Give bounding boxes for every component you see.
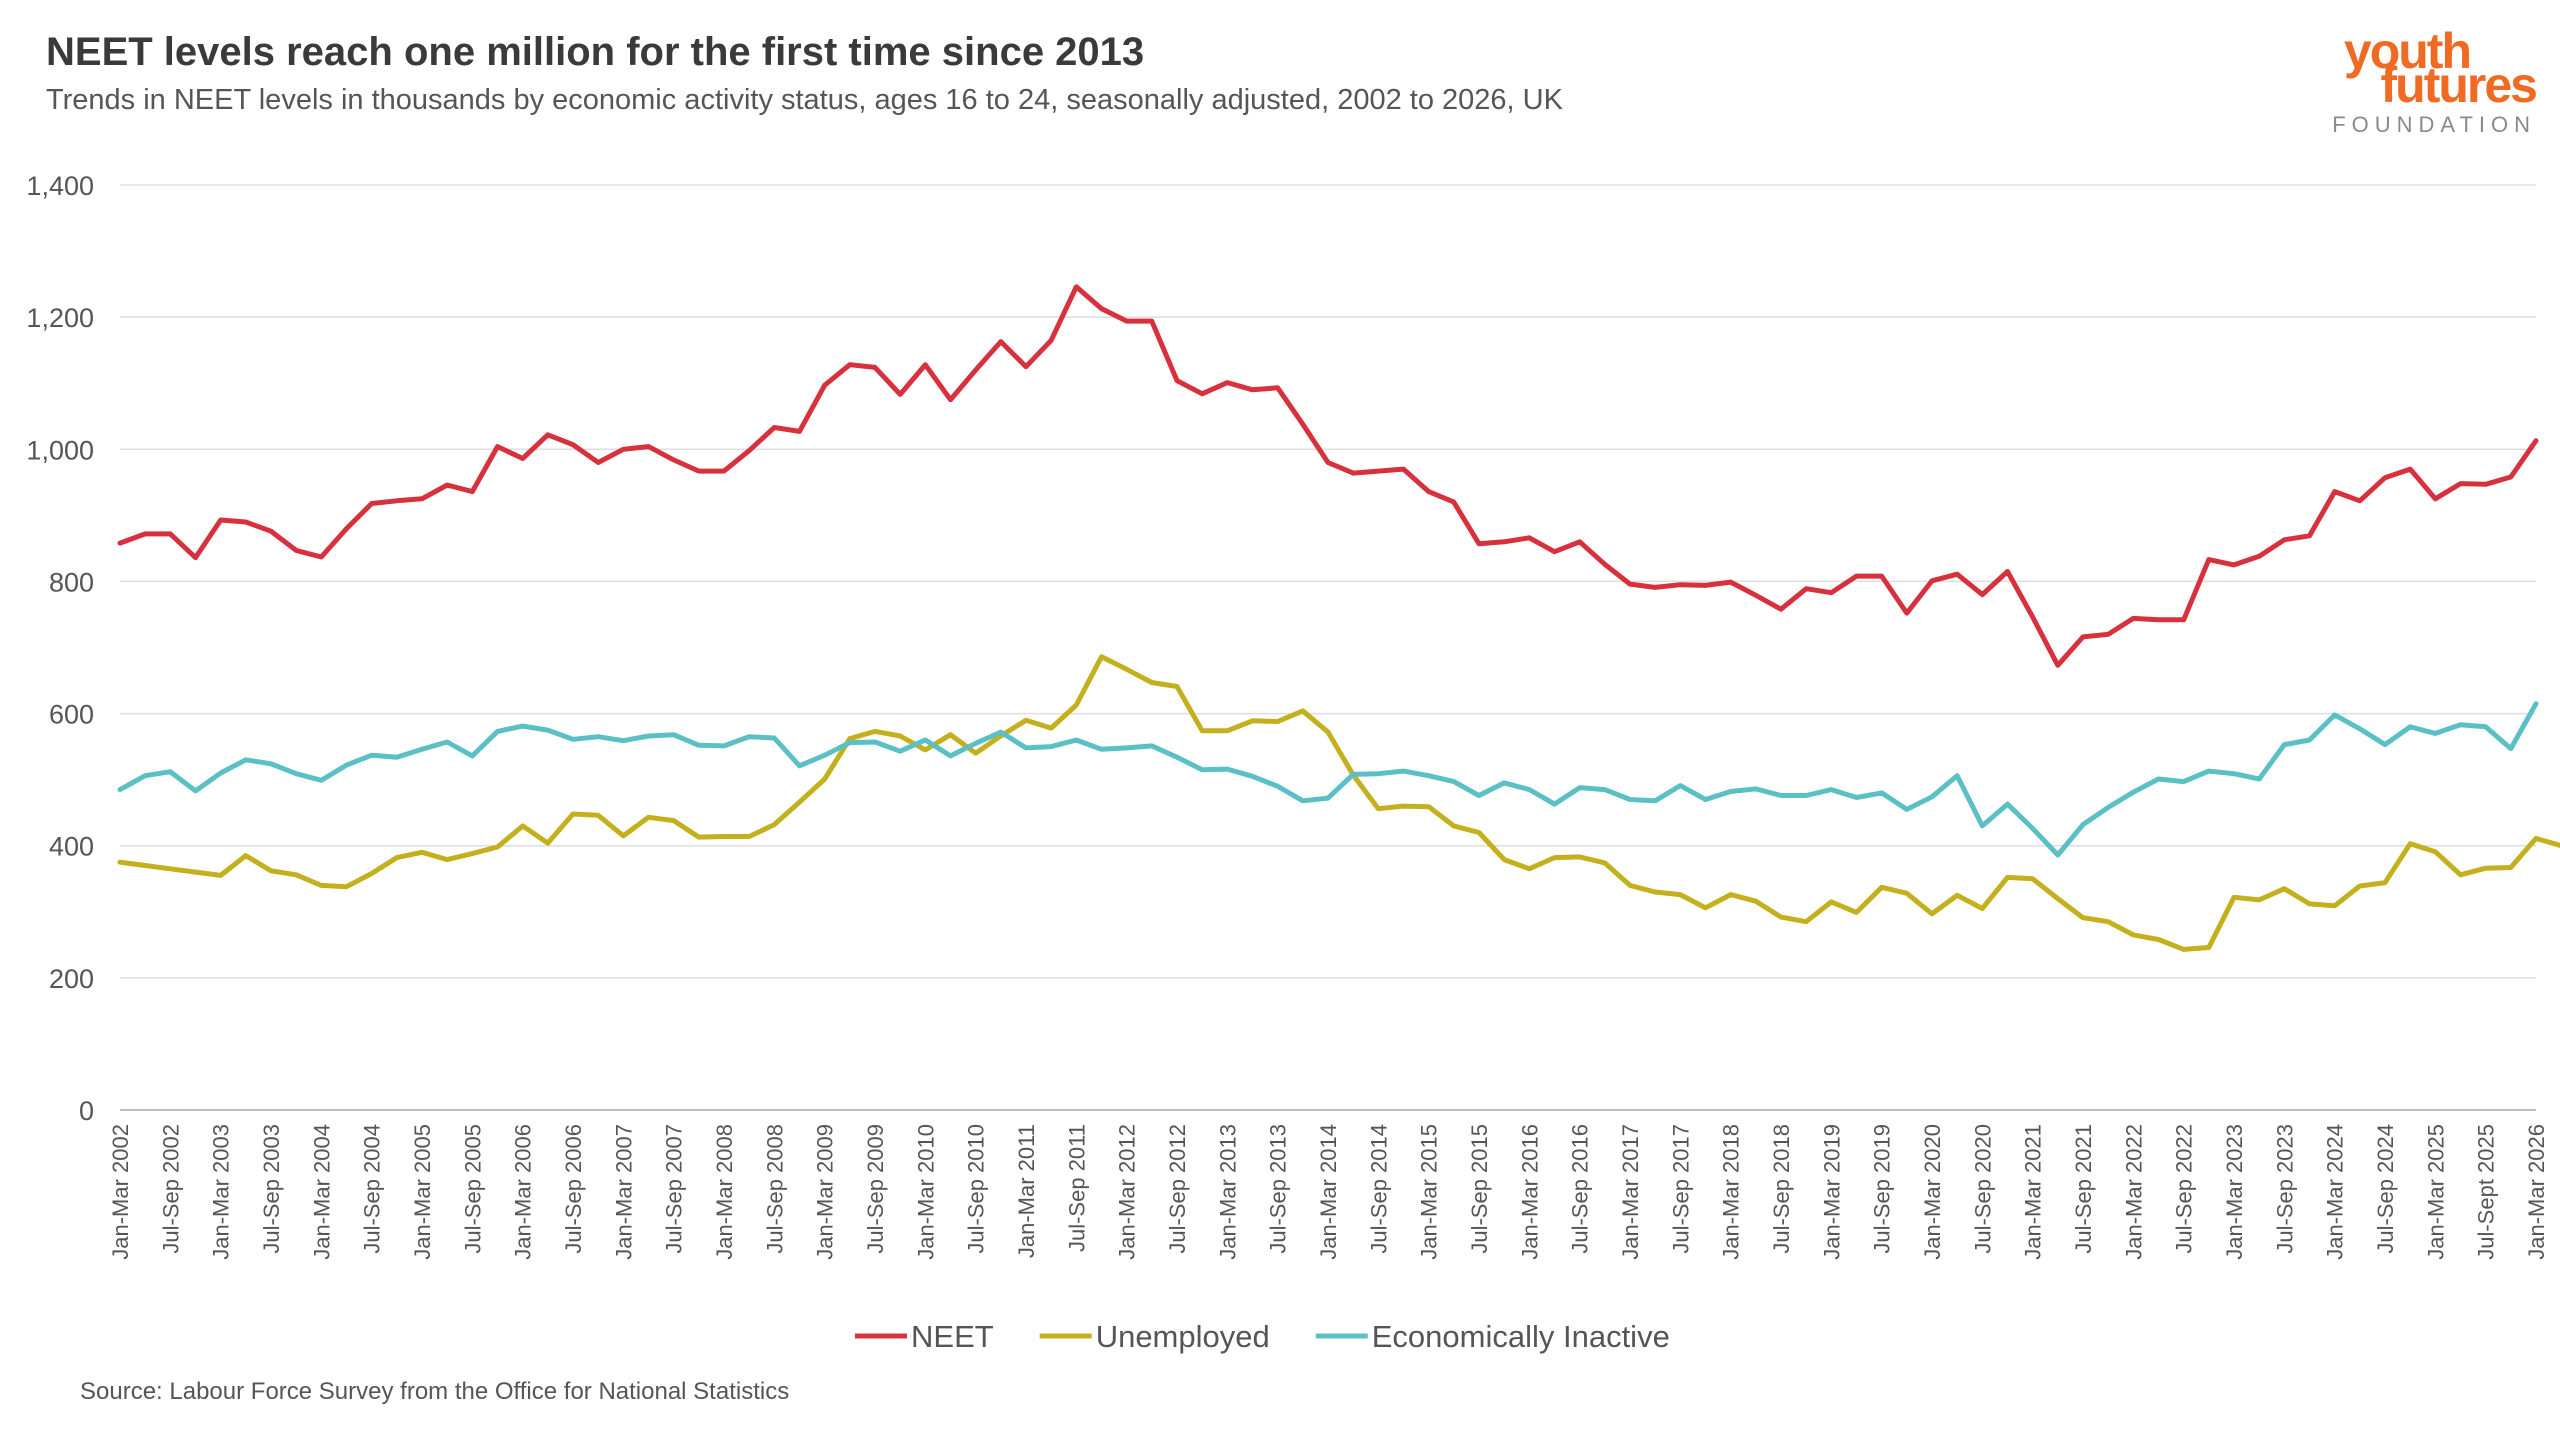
x-tick-label: Jan-Mar 2010: [913, 1124, 938, 1260]
x-tick-label: Jan-Mar 2009: [813, 1124, 838, 1260]
x-tick-label: Jul-Sep 2019: [1870, 1124, 1895, 1254]
x-tick-label: Jan-Mar 2016: [1517, 1124, 1542, 1260]
series-line-economically-inactive: [117, 701, 2539, 858]
x-tick-label: Jul-Sep 2003: [259, 1124, 284, 1254]
x-tick-label: Jul-Sep 2018: [1769, 1124, 1794, 1254]
series-line-unemployed: [117, 654, 2560, 952]
x-tick-label: Jul-Sep 2022: [2172, 1124, 2197, 1254]
x-tick-label: Jan-Mar 2021: [2021, 1124, 2046, 1260]
x-tick-label: Jan-Mar 2012: [1115, 1124, 1140, 1260]
x-tick-label: Jul-Sep 2005: [460, 1124, 485, 1254]
x-tick-label: Jan-Mar 2005: [410, 1124, 435, 1260]
x-tick-label: Jan-Mar 2020: [1920, 1124, 1945, 1260]
x-tick-label: Jan-Mar 2006: [511, 1124, 536, 1260]
series-line-neet: [117, 284, 2539, 668]
x-tick-label: Jul-Sept 2025: [2474, 1124, 2499, 1260]
x-tick-label: Jul-Sep 2011: [1064, 1124, 1089, 1252]
x-tick-label: Jan-Mar 2007: [611, 1124, 636, 1260]
x-tick-label: Jul-Sep 2006: [561, 1124, 586, 1254]
x-tick-label: Jul-Sep 2010: [964, 1124, 989, 1254]
x-tick-label: Jan-Mar 2018: [1719, 1124, 1744, 1260]
x-tick-label: Jul-Sep 2008: [762, 1124, 787, 1254]
x-tick-label: Jul-Sep 2023: [2272, 1124, 2297, 1254]
y-tick-label: 200: [49, 964, 94, 994]
x-tick-label: Jan-Mar 2008: [712, 1124, 737, 1260]
series-lines: [117, 284, 2560, 952]
logo-line-youth: youth: [2343, 23, 2472, 79]
legend-label: Economically Inactive: [1372, 1319, 1670, 1354]
y-tick-label: 0: [79, 1096, 94, 1126]
source-note: Source: Labour Force Survey from the Off…: [80, 1378, 790, 1405]
y-tick-label: 1,200: [26, 303, 94, 333]
chart-subtitle: Trends in NEET levels in thousands by ec…: [46, 84, 1563, 116]
y-tick-label: 600: [49, 700, 94, 730]
x-tick-label: Jan-Mar 2011: [1014, 1124, 1039, 1258]
x-tick-label: Jan-Mar 2023: [2222, 1124, 2247, 1260]
logo-line-futures: futures: [2380, 57, 2538, 113]
x-tick-label: Jul-Sep 2002: [158, 1124, 183, 1254]
x-tick-label: Jul-Sep 2004: [360, 1124, 385, 1254]
x-tick-label: Jul-Sep 2024: [2373, 1124, 2398, 1254]
chart-title: NEET levels reach one million for the fi…: [46, 30, 1145, 74]
x-tick-label: Jan-Mar 2013: [1215, 1124, 1240, 1260]
x-tick-label: Jan-Mar 2003: [209, 1124, 234, 1260]
legend: NEET Unemployed Economically Inactive: [855, 1319, 1670, 1354]
gridlines: [120, 184, 2536, 1111]
legend-label: NEET: [911, 1319, 994, 1354]
x-tick-label: Jul-Sep 2020: [1970, 1124, 1995, 1254]
x-axis-ticks: Jan-Mar 2002 Jul-Sep 2002 Jan-Mar 2003 Jul-…: [108, 1124, 2549, 1260]
x-tick-label: Jan-Mar 2025: [2423, 1124, 2448, 1260]
x-tick-label: Jul-Sep 2016: [1568, 1124, 1593, 1254]
x-tick-label: Jul-Sep 2015: [1467, 1124, 1492, 1254]
x-tick-label: Jul-Sep 2012: [1165, 1124, 1190, 1254]
x-tick-label: Jan-Mar 2022: [2121, 1124, 2146, 1260]
x-tick-label: Jan-Mar 2019: [1819, 1124, 1844, 1260]
y-tick-label: 1,400: [26, 171, 94, 201]
y-tick-label: 1,000: [26, 435, 94, 465]
x-tick-label: Jul-Sep 2017: [1668, 1124, 1693, 1254]
logo-line-foundation: FOUNDATION: [2332, 112, 2536, 137]
x-tick-label: Jan-Mar 2026: [2524, 1124, 2549, 1260]
x-tick-label: Jul-Sep 2009: [863, 1124, 888, 1254]
y-axis-ticks: 0 200 400 600 800 1,000 1,200 1,400: [26, 171, 94, 1126]
x-tick-label: Jul-Sep 2007: [662, 1124, 687, 1254]
x-tick-label: Jul-Sep 2014: [1366, 1124, 1391, 1254]
x-tick-label: Jan-Mar 2024: [2323, 1124, 2348, 1260]
x-tick-label: Jan-Mar 2014: [1316, 1124, 1341, 1260]
youth-futures-logo: youth futures FOUNDATION: [2320, 22, 2540, 137]
x-tick-label: Jul-Sep 2013: [1266, 1124, 1291, 1254]
x-tick-label: Jan-Mar 2015: [1417, 1124, 1442, 1260]
legend-label: Unemployed: [1096, 1319, 1270, 1354]
x-tick-label: Jan-Mar 2017: [1618, 1124, 1643, 1260]
x-tick-label: Jan-Mar 2004: [309, 1124, 334, 1260]
y-tick-label: 400: [49, 832, 94, 862]
x-tick-label: Jan-Mar 2002: [108, 1124, 133, 1260]
y-tick-label: 800: [49, 567, 94, 597]
x-tick-label: Jul-Sep 2021: [2071, 1124, 2096, 1254]
